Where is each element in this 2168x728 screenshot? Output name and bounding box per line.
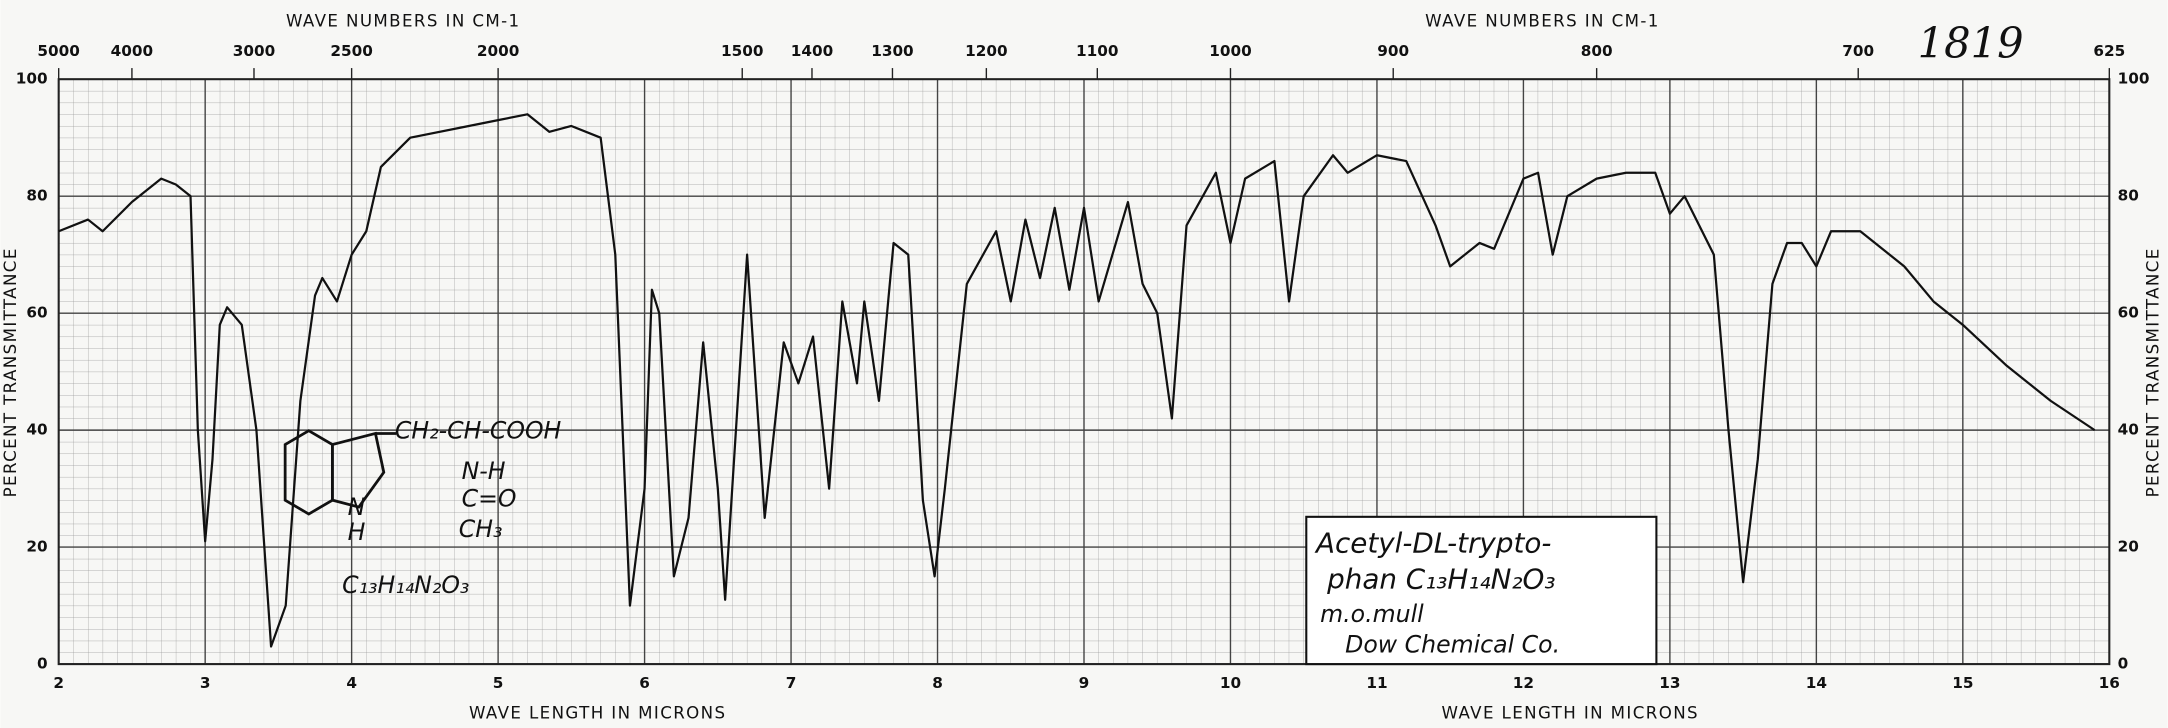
x-tick-label: 16	[2099, 674, 2120, 692]
y2-tick-label: 0	[2118, 655, 2129, 673]
x2-tick-label: 1200	[965, 42, 1007, 60]
x2-title: WAVE NUMBERS IN CM-1	[1425, 12, 1660, 31]
x-tick-label: 5	[493, 674, 504, 692]
x2-tick-label: 1500	[721, 42, 763, 60]
y-tick-label: 20	[26, 538, 47, 556]
spectrum-line	[58, 113, 2096, 648]
x-tick-label: 3	[200, 674, 211, 692]
plot	[58, 113, 2096, 648]
y-tick-label: 100	[16, 70, 48, 88]
sample-box: Acetyl-DL-trypto- phan C₁₃H₁₄N₂O₃ m.o.mu…	[1305, 515, 1658, 666]
x2-tick-label: 1000	[1209, 42, 1252, 60]
x-tick-label: 9	[1079, 674, 1090, 692]
note-text: Dow Chemical Co.	[1345, 631, 1560, 659]
y-tick-label: 60	[26, 304, 47, 322]
y-tick-label: 80	[26, 187, 47, 205]
x2-tick-label: 700	[1842, 42, 1874, 60]
note-text: m.o.mull	[1320, 600, 1424, 628]
x-tick-label: 15	[1952, 674, 1973, 692]
x2-title: WAVE NUMBERS IN CM-1	[286, 12, 521, 31]
y2-tick-label: 100	[2118, 70, 2150, 88]
x2-tick-label: 3000	[233, 42, 275, 60]
x-tick-label: 14	[1806, 674, 1827, 692]
x2-tick-label: 5000	[37, 42, 80, 60]
note-text: phan C₁₃H₁₄N₂O₃	[1326, 563, 1555, 596]
structure-text: C₁₃H₁₄N₂O₃	[342, 571, 469, 599]
plot-frame	[57, 78, 2111, 666]
x-tick-label: 13	[1659, 674, 1680, 692]
x-tick-label: 12	[1513, 674, 1534, 692]
chart-number: 1819	[1918, 19, 2024, 68]
structure-text: CH₃	[459, 515, 503, 543]
ring	[330, 431, 386, 509]
x-title: WAVE LENGTH IN MICRONS	[469, 704, 727, 723]
structure-text: N	[348, 493, 366, 521]
x2-tick-label: 900	[1377, 42, 1409, 60]
x2-tick-label: 2500	[330, 42, 373, 60]
x-title: WAVE LENGTH IN MICRONS	[1441, 704, 1699, 723]
x-tick-label: 2	[53, 674, 64, 692]
x2-tick-label: 1400	[791, 42, 833, 60]
x2-tick-label: 1100	[1076, 42, 1119, 60]
y2-title: PERCENT TRANSMITTANCE	[2143, 247, 2162, 497]
x2-tick-label: 1300	[871, 42, 914, 60]
note-text: Acetyl-DL-trypto-	[1314, 527, 1551, 560]
y2-tick-label: 60	[2118, 304, 2139, 322]
structure-text: N-H	[462, 457, 506, 485]
y-tick-label: 0	[37, 655, 48, 673]
x2-tick-label: 2000	[477, 42, 520, 60]
structure-text: CH₂-CH-COOH	[395, 417, 562, 445]
x-tick-label: 4	[346, 674, 357, 692]
structure-text: H	[348, 518, 366, 546]
x2-tick-label: 800	[1581, 42, 1613, 60]
structure: CH₂-CH-COOH N-H C=O CH₃ N H C₁₃H₁₄N₂O₃	[283, 417, 562, 599]
y2-tick-label: 20	[2118, 538, 2139, 556]
structure-text: C=O	[462, 485, 517, 513]
x-tick-label: 8	[932, 674, 943, 692]
x2-tick-label: 625	[2093, 42, 2125, 60]
y-tick-label: 40	[26, 421, 47, 439]
x-tick-label: 7	[786, 674, 797, 692]
x-tick-label: 6	[639, 674, 650, 692]
y2-tick-label: 40	[2118, 421, 2139, 439]
y2-tick-label: 80	[2118, 187, 2139, 205]
x-tick-label: 10	[1220, 674, 1241, 692]
x2-tick-label: 4000	[111, 42, 154, 60]
y-title: PERCENT TRANSMITTANCE	[1, 247, 20, 497]
x-tick-label: 11	[1366, 674, 1387, 692]
note-box	[1305, 515, 1658, 666]
